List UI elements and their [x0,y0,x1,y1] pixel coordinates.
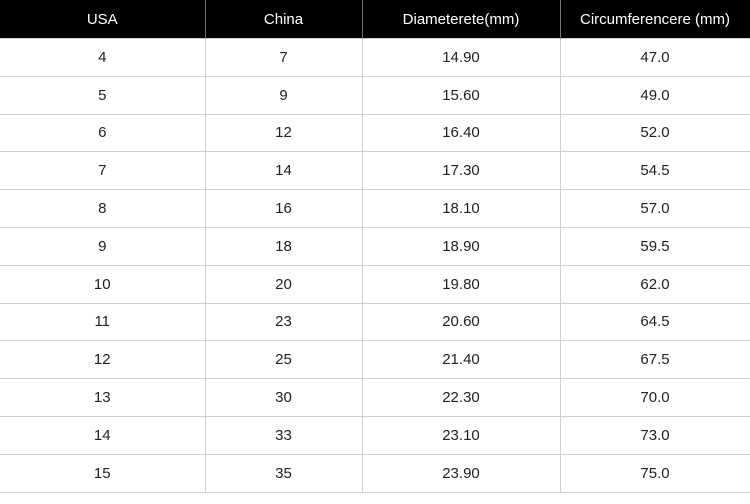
circumference-cell: 59.5 [559,226,750,266]
table-row: 5 9 15.60 49.0 [0,75,750,115]
table-row: 10 20 19.80 62.0 [0,264,750,304]
diameter-cell: 18.10 [361,189,561,228]
table-row: 8 16 18.10 57.0 [0,189,750,228]
diameter-cell: 18.90 [361,226,561,266]
circumference-cell: 67.5 [559,340,750,380]
circumference-cell: 49.0 [559,75,750,115]
china-size-cell: 7 [204,38,363,77]
diameter-cell: 21.40 [361,340,561,380]
table-row: 6 12 16.40 52.0 [0,113,750,153]
diameter-cell: 23.90 [361,453,561,493]
china-size-cell: 30 [204,378,363,417]
china-size-cell: 33 [204,415,363,455]
china-size-cell: 23 [204,302,363,342]
circumference-cell: 54.5 [559,151,750,191]
usa-size-cell: 14 [0,415,206,455]
diameter-cell: 17.30 [361,151,561,191]
table-row: 12 25 21.40 67.5 [0,340,750,380]
usa-size-cell: 13 [0,378,206,417]
circumference-cell: 70.0 [559,378,750,417]
diameter-cell: 22.30 [361,378,561,417]
china-size-cell: 20 [204,264,363,304]
usa-size-cell: 11 [0,302,206,342]
header-china: China [205,0,363,39]
circumference-cell: 57.0 [559,189,750,228]
usa-size-cell: 9 [0,226,206,266]
circumference-cell: 62.0 [559,264,750,304]
china-size-cell: 18 [204,226,363,266]
circumference-cell: 52.0 [559,113,750,153]
diameter-cell: 19.80 [361,264,561,304]
header-circumference: Circumferencere (mm) [560,0,750,39]
ring-size-table: USA China Diameterete(mm) Circumferencer… [0,0,750,493]
usa-size-cell: 12 [0,340,206,380]
diameter-cell: 20.60 [361,302,561,342]
table-row: 7 14 17.30 54.5 [0,151,750,191]
table-row: 15 35 23.90 75.0 [0,453,750,493]
diameter-cell: 15.60 [361,75,561,115]
diameter-cell: 14.90 [361,38,561,77]
china-size-cell: 35 [204,453,363,493]
usa-size-cell: 10 [0,264,206,304]
usa-size-cell: 5 [0,75,206,115]
table-row: 13 30 22.30 70.0 [0,378,750,417]
circumference-cell: 73.0 [559,415,750,455]
header-usa: USA [0,0,206,39]
circumference-cell: 47.0 [559,38,750,77]
usa-size-cell: 8 [0,189,206,228]
china-size-cell: 12 [204,113,363,153]
table-row: 4 7 14.90 47.0 [0,38,750,77]
header-diameter: Diameterete(mm) [362,0,561,39]
usa-size-cell: 6 [0,113,206,153]
table-row: 9 18 18.90 59.5 [0,226,750,266]
diameter-cell: 23.10 [361,415,561,455]
china-size-cell: 9 [204,75,363,115]
header-row: USA China Diameterete(mm) Circumferencer… [0,0,750,39]
usa-size-cell: 15 [0,453,206,493]
diameter-cell: 16.40 [361,113,561,153]
usa-size-cell: 4 [0,38,206,77]
circumference-cell: 75.0 [559,453,750,493]
circumference-cell: 64.5 [559,302,750,342]
usa-size-cell: 7 [0,151,206,191]
china-size-cell: 16 [204,189,363,228]
china-size-cell: 25 [204,340,363,380]
table-row: 14 33 23.10 73.0 [0,415,750,455]
china-size-cell: 14 [204,151,363,191]
table-row: 11 23 20.60 64.5 [0,302,750,342]
